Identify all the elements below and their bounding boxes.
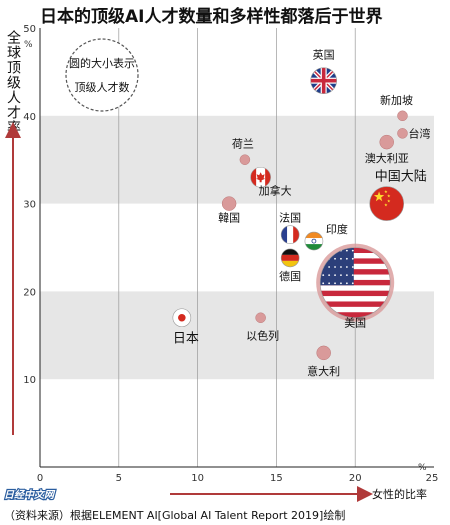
y-tick-label: 20 bbox=[23, 287, 36, 298]
x-tick-label: 15 bbox=[270, 473, 283, 484]
point-label-台湾: 台湾 bbox=[408, 126, 430, 140]
x-tick-label: 5 bbox=[116, 473, 122, 484]
data-point-法国 bbox=[280, 225, 300, 245]
axes bbox=[39, 28, 434, 468]
size-legend: 圆的大小表示 顶级人才数 bbox=[65, 38, 139, 112]
data-point-荷兰 bbox=[239, 154, 251, 165]
point-label-英国: 英国 bbox=[313, 48, 335, 62]
point-label-澳大利亚: 澳大利亚 bbox=[365, 151, 409, 165]
data-point-新加坡 bbox=[397, 110, 408, 122]
y-tick-label: 50 bbox=[23, 24, 36, 35]
y-tick-label: 30 bbox=[23, 200, 36, 211]
point-label-法国: 法国 bbox=[279, 211, 301, 225]
data-point-澳大利亚 bbox=[379, 134, 394, 150]
source-note: （资料来源）根据ELEMENT AI[Global AI Talent Repo… bbox=[4, 508, 345, 522]
point-label-新加坡: 新加坡 bbox=[380, 93, 413, 107]
data-point-英国 bbox=[310, 67, 337, 94]
point-label-印度: 印度 bbox=[326, 222, 348, 236]
point-label-美国: 美国 bbox=[344, 317, 366, 330]
point-label-中国大陆: 中国大陆 bbox=[375, 169, 427, 185]
x-tick-label: 0 bbox=[37, 473, 43, 484]
point-label-德国: 德国 bbox=[279, 269, 301, 283]
data-point-日本 bbox=[172, 308, 192, 328]
point-label-意大利: 意大利 bbox=[307, 364, 340, 378]
y-tick-label: 10 bbox=[23, 375, 36, 386]
tick-labels: 0 5 10 15 20 25 10 20 30 40 50 bbox=[23, 24, 438, 484]
point-label-以色列: 以色列 bbox=[246, 329, 279, 343]
y-axis-label: 全球顶级人才率 bbox=[5, 29, 21, 135]
x-axis-title: 女性的比率 bbox=[372, 487, 427, 501]
data-point-加拿大 bbox=[250, 166, 271, 188]
point-label-日本: 日本 bbox=[173, 332, 199, 347]
y-tick-label: 40 bbox=[23, 112, 36, 123]
data-point-德国 bbox=[280, 248, 300, 268]
y-axis-title: 全球顶级人才率 bbox=[5, 29, 21, 135]
data-point-韓国 bbox=[221, 196, 237, 211]
y-unit-label: % bbox=[24, 40, 33, 50]
data-point-意大利 bbox=[316, 345, 331, 361]
data-point-台湾 bbox=[397, 128, 408, 139]
x-tick-label: 25 bbox=[426, 473, 439, 484]
background-band bbox=[40, 115, 434, 204]
point-label-韓国: 韓国 bbox=[218, 212, 240, 225]
size-legend-line-2: 顶级人才数 bbox=[75, 80, 130, 94]
chart-title: 日本的顶级AI人才数量和多样性都落后于世界 bbox=[40, 6, 382, 27]
size-legend-circle bbox=[65, 38, 139, 112]
x-tick-label: 20 bbox=[349, 473, 362, 484]
data-point-以色列 bbox=[255, 312, 266, 323]
data-point-美国 bbox=[316, 243, 395, 322]
x-unit-label: % bbox=[418, 463, 427, 473]
size-legend-line-1: 圆的大小表示 bbox=[69, 56, 135, 70]
branding-logo: 日经中文网 bbox=[4, 489, 56, 501]
data-point-中国大陆 bbox=[369, 186, 405, 221]
data-points bbox=[172, 67, 408, 361]
data-point-印度 bbox=[304, 231, 324, 251]
point-label-荷兰: 荷兰 bbox=[232, 138, 254, 151]
x-tick-label: 10 bbox=[191, 473, 204, 484]
point-label-加拿大: 加拿大 bbox=[259, 183, 292, 197]
